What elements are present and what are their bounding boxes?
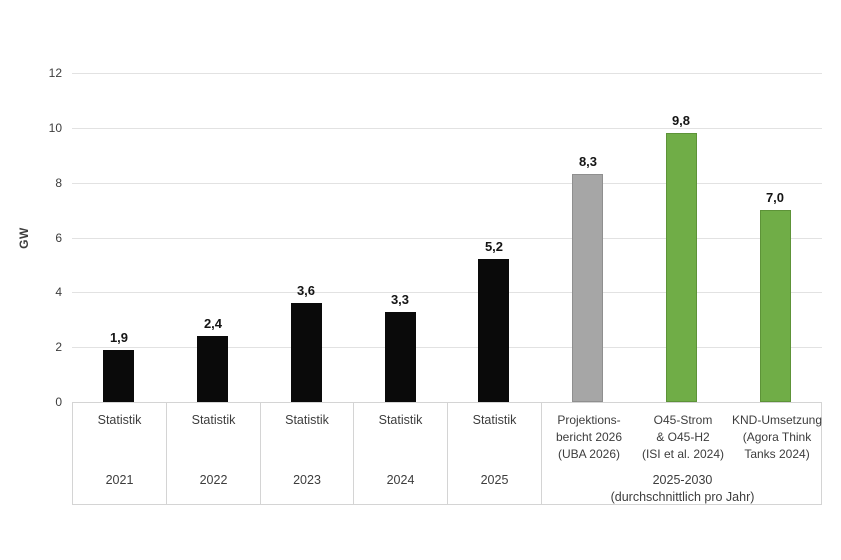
x-category-cell-2025: Statistik 2025 — [448, 403, 542, 504]
gridline-6gw — [72, 238, 822, 239]
x-group-caption-line: (durchschnittlich pro Jahr) — [610, 490, 755, 504]
gridline-10gw — [72, 128, 822, 129]
bar-value-label: 3,6 — [296, 283, 316, 298]
bar-Projektions- — [572, 174, 603, 402]
x-year-label: 2023 — [293, 473, 321, 487]
gridline-12gw — [72, 73, 822, 74]
x-projection-label: Projektions-bericht 2026 (UBA 2026) — [540, 412, 638, 463]
bar-value-label: 8,3 — [578, 154, 598, 169]
x-projection-label-line: & O45-H2 — [656, 430, 710, 444]
bar-value-label: 7,0 — [765, 190, 785, 205]
x-category-label: Statistik — [378, 413, 423, 427]
x-category-cell-2021: Statistik 2021 — [73, 403, 167, 504]
x-projection-label-line: Projektions- — [557, 413, 621, 427]
bar-2024 — [385, 312, 416, 402]
x-projection-label-line: O45-Strom — [653, 413, 713, 427]
x-category-label: Statistik — [97, 413, 142, 427]
x-projection-label-line: (UBA 2026) — [557, 447, 621, 461]
bar-2022 — [197, 336, 228, 402]
bar-value-label: 1,9 — [109, 330, 129, 345]
gridline-8gw — [72, 183, 822, 184]
gridline-4gw — [72, 292, 822, 293]
y-tick-label-8: 8 — [55, 176, 62, 190]
x-year-label: 2024 — [386, 473, 415, 487]
x-category-cell-2024: Statistik 2024 — [354, 403, 448, 504]
x-category-cell-2022: Statistik 2022 — [167, 403, 261, 504]
bar-value-label: 5,2 — [484, 239, 504, 254]
bar-value-label: 9,8 — [671, 113, 691, 128]
plot-area: 1,9 2,4 3,6 3,3 5,2 8,3 9,8 7,0 — [72, 73, 822, 403]
x-group-caption-line: 2025-2030 — [652, 473, 713, 487]
x-projection-label-line: bericht 2026 — [555, 430, 623, 444]
x-category-label: Statistik — [191, 413, 236, 427]
y-tick-label-10: 10 — [48, 121, 62, 135]
x-projection-label-line: (ISI et al. 2024) — [641, 447, 725, 461]
bar-value-label: 2,4 — [203, 316, 223, 331]
bar-KND-Umsetzung — [760, 210, 791, 402]
x-projection-group: Projektions-bericht 2026 (UBA 2026) O45-St… — [542, 403, 823, 504]
x-projection-label: KND-Umsetzung (Agora Think Tanks 2024) — [728, 412, 826, 463]
y-tick-label-2: 2 — [55, 340, 62, 354]
bar-2023 — [291, 303, 322, 402]
x-year-label: 2022 — [199, 473, 228, 487]
x-projection-label-line: (Agora Think — [742, 430, 812, 444]
x-projection-label: O45-Strom & O45-H2 (ISI et al. 2024) — [634, 412, 732, 463]
x-group-caption: 2025-2030 (durchschnittlich pro Jahr) — [542, 472, 823, 506]
bar-O45-Strom — [666, 133, 697, 402]
x-year-label: 2021 — [105, 473, 134, 487]
x-year-label: 2025 — [480, 473, 509, 487]
bar-value-label: 3,3 — [390, 292, 410, 307]
y-tick-label-6: 6 — [55, 231, 62, 245]
x-category-cell-2023: Statistik 2023 — [261, 403, 354, 504]
x-category-label: Statistik — [285, 413, 329, 427]
y-tick-label-12: 12 — [48, 66, 62, 80]
bar-2021 — [103, 350, 134, 402]
y-tick-label-0: 0 — [55, 395, 62, 409]
bar-2025 — [478, 259, 509, 402]
y-tick-label-4: 4 — [55, 285, 62, 299]
x-axis-table: Statistik 2021 Statistik 2022 Statistik 2023 S… — [72, 402, 822, 505]
gridline-2gw — [72, 347, 822, 348]
x-projection-label-line: KND-Umsetzung — [731, 413, 823, 427]
x-projection-label-line: Tanks 2024) — [744, 447, 810, 461]
x-category-label: Statistik — [472, 413, 517, 427]
